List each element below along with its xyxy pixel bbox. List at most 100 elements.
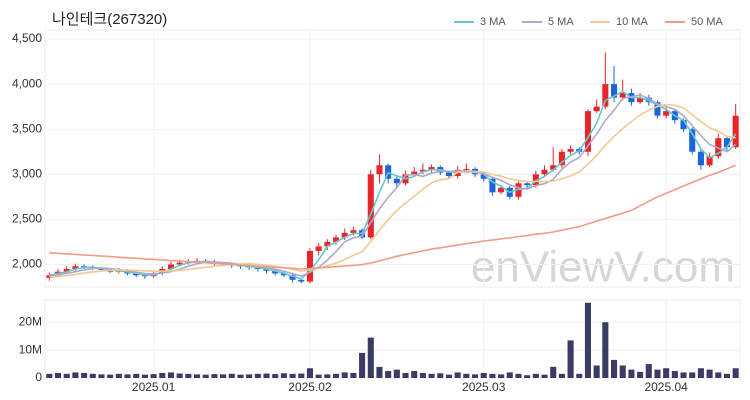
candle-body	[463, 168, 470, 170]
volume-bar	[141, 374, 148, 378]
volume-bar	[732, 368, 739, 378]
volume-bar	[706, 369, 713, 378]
candle-body	[654, 102, 661, 116]
ma-line	[49, 94, 737, 278]
volume-bar	[532, 373, 539, 378]
volume-bar	[628, 369, 635, 378]
volume-bar	[393, 369, 400, 378]
candle-body	[428, 167, 435, 170]
volume-bar	[419, 372, 426, 378]
volume-bar	[550, 366, 557, 378]
volume-tick-label: 10M	[19, 342, 42, 356]
candle-body	[567, 149, 574, 152]
ma-line	[49, 164, 737, 270]
candle-body	[480, 174, 487, 179]
volume-bar	[645, 364, 652, 378]
volume-bar	[541, 374, 548, 378]
candle-body	[419, 169, 426, 172]
volume-bar	[176, 373, 183, 378]
volume-bar	[471, 374, 479, 378]
volume-bar	[254, 373, 261, 378]
volume-bar	[159, 372, 166, 378]
candle-body	[706, 156, 713, 166]
candle-body	[176, 262, 183, 265]
candle-body	[63, 268, 70, 272]
candle-body	[280, 273, 287, 276]
volume-bar	[211, 374, 218, 378]
volume-bar	[454, 372, 461, 378]
candle-body	[332, 237, 340, 242]
y-tick-label: 2,500	[12, 212, 42, 226]
candle-body	[489, 178, 496, 193]
volume-bar	[107, 374, 114, 378]
volume-bar	[689, 372, 696, 378]
x-tick-label: 2025.04	[644, 380, 688, 394]
volume-bar	[246, 374, 253, 378]
candle-body	[315, 246, 322, 251]
volume-bar	[593, 365, 600, 378]
volume-bar	[289, 373, 296, 378]
volume-bar	[558, 373, 565, 378]
volume-bar	[489, 373, 496, 378]
candle-body	[393, 178, 400, 184]
y-tick-label: 3,500	[12, 121, 42, 135]
volume-panel	[44, 299, 741, 379]
legend-label: 3 MA	[480, 16, 506, 28]
candle-body	[550, 165, 557, 170]
volume-bar	[445, 374, 453, 378]
candle-body	[411, 171, 418, 175]
volume-bar	[306, 368, 314, 378]
y-tick-label: 4,000	[12, 76, 42, 90]
candle-body	[72, 266, 79, 269]
candle-body	[637, 97, 644, 103]
volume-bar	[280, 373, 287, 378]
volume-tick-label: 20M	[19, 314, 42, 328]
volume-bar	[124, 374, 131, 378]
legend-label: 5 MA	[548, 16, 574, 28]
volume-bar	[315, 374, 322, 378]
volume-bar	[610, 359, 618, 378]
price-panel	[44, 29, 741, 288]
candle-body	[306, 250, 314, 282]
candle-body	[541, 169, 548, 175]
x-tick-label: 2025.01	[132, 380, 176, 394]
candle-body	[376, 165, 383, 175]
candle-body	[593, 106, 600, 112]
candle-body	[133, 273, 140, 276]
candle-body	[689, 129, 696, 152]
volume-bar	[671, 371, 678, 378]
volume-bar	[185, 373, 192, 378]
x-tick-label: 2025.03	[462, 380, 506, 394]
volume-bar	[715, 372, 722, 378]
volume-bar	[202, 374, 209, 378]
volume-bar	[228, 373, 235, 378]
candle-body	[367, 174, 374, 238]
volume-bar	[637, 371, 644, 378]
candle-body	[167, 264, 175, 269]
volume-bar	[437, 373, 444, 378]
volume-bar	[584, 302, 592, 378]
candle-body	[558, 151, 565, 166]
volume-bar	[350, 372, 357, 378]
candle-body	[498, 187, 505, 193]
candle-body	[445, 172, 453, 177]
candle-body	[663, 111, 670, 116]
candle-body	[272, 270, 279, 274]
volume-bar	[411, 371, 418, 378]
watermark: enViewV.com	[471, 243, 735, 292]
volume-bar	[193, 374, 201, 378]
volume-bar	[680, 372, 687, 378]
volume-tick-label: 0	[35, 370, 42, 384]
candle-body	[584, 111, 592, 152]
volume-bar	[237, 374, 244, 378]
volume-bar	[376, 366, 383, 378]
volume-bar	[663, 368, 670, 378]
candle-body	[532, 174, 539, 186]
candle-body	[263, 268, 270, 271]
volume-bar	[463, 373, 470, 378]
volume-bar	[150, 374, 157, 378]
volume-bar	[324, 374, 331, 378]
volume-bar	[428, 373, 435, 378]
volume-bar	[359, 352, 366, 378]
